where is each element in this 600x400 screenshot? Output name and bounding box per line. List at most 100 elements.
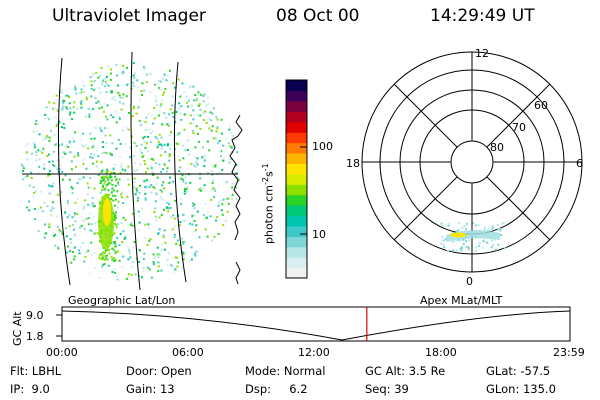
lat-label-80: 80 <box>490 141 504 154</box>
image-pixel <box>107 65 110 68</box>
image-pixel <box>158 133 161 136</box>
image-pixel <box>158 114 160 117</box>
image-pixel <box>138 119 141 122</box>
image-pixel <box>162 93 165 96</box>
image-pixel <box>88 115 91 118</box>
image-pixel <box>112 167 115 170</box>
image-pixel <box>197 114 199 117</box>
image-pixel <box>64 212 66 215</box>
image-pixel <box>138 221 141 224</box>
image-pixel <box>113 219 116 221</box>
image-pixel <box>81 144 84 147</box>
image-pixel <box>199 177 202 180</box>
image-pixel <box>43 201 46 204</box>
image-pixel <box>45 135 48 137</box>
image-pixel <box>133 141 136 144</box>
image-pixel <box>114 214 117 217</box>
image-pixel <box>129 156 132 159</box>
colorbar-segment <box>286 194 307 206</box>
image-pixel <box>22 178 25 181</box>
altitude-curve <box>61 310 571 341</box>
image-pixel <box>80 224 83 227</box>
image-pixel <box>119 155 122 158</box>
polar-pixel <box>490 228 493 231</box>
image-pixel <box>62 104 65 107</box>
image-pixel <box>179 221 182 224</box>
image-pixel <box>72 137 75 140</box>
image-pixel <box>70 168 73 171</box>
image-pixel <box>171 95 174 98</box>
image-pixel <box>103 102 106 105</box>
image-pixel <box>145 179 148 182</box>
image-pixel <box>181 82 184 85</box>
image-pixel <box>148 239 151 242</box>
image-pixel <box>54 116 57 119</box>
image-pixel <box>108 193 111 196</box>
image-pixel <box>187 148 189 151</box>
image-pixel <box>207 96 210 99</box>
image-pixel <box>106 258 109 261</box>
image-pixel <box>117 223 119 226</box>
image-pixel <box>83 84 86 87</box>
image-pixel <box>196 157 199 160</box>
image-pixel <box>132 74 135 77</box>
image-pixel <box>158 87 161 90</box>
image-pixel <box>53 102 56 105</box>
image-pixel <box>113 241 116 244</box>
image-pixel <box>114 163 116 166</box>
image-pixel <box>167 74 170 77</box>
polar-pixel <box>490 239 493 242</box>
image-pixel <box>203 159 206 162</box>
image-pixel <box>112 96 115 99</box>
info-gcalt: GC Alt: 3.5 Re <box>365 364 446 378</box>
image-pixel <box>73 246 76 249</box>
image-pixel <box>193 203 196 206</box>
image-pixel <box>175 111 178 114</box>
image-pixel <box>126 83 128 86</box>
image-pixel <box>152 262 155 265</box>
image-pixel <box>92 144 95 147</box>
image-pixel <box>62 217 64 220</box>
image-pixel <box>33 191 36 194</box>
image-pixel <box>141 276 143 279</box>
image-pixel <box>122 202 125 204</box>
image-pixel <box>120 196 123 199</box>
image-pixel <box>78 178 80 181</box>
colorbar-segment <box>286 236 307 248</box>
image-pixel <box>41 151 44 154</box>
image-pixel <box>48 101 51 104</box>
image-pixel <box>145 73 148 76</box>
image-pixel <box>183 188 186 190</box>
image-pixel <box>111 183 114 186</box>
image-pixel <box>170 264 173 267</box>
image-pixel <box>86 193 89 196</box>
colorbar-segment <box>286 173 307 185</box>
image-pixel <box>102 146 105 148</box>
image-pixel <box>155 215 158 218</box>
image-pixel <box>67 146 70 148</box>
image-pixel <box>104 77 107 80</box>
image-pixel <box>60 107 63 110</box>
image-pixel <box>117 183 120 186</box>
image-pixel <box>153 83 156 86</box>
image-pixel <box>150 167 153 170</box>
image-pixel <box>114 222 117 225</box>
image-pixel <box>147 113 150 115</box>
image-pixel <box>117 181 120 184</box>
image-pixel <box>194 94 197 96</box>
image-pixel <box>69 250 72 253</box>
image-pixel <box>79 92 81 95</box>
image-pixel <box>82 176 85 179</box>
image-pixel <box>227 142 230 145</box>
image-pixel <box>119 233 122 236</box>
image-pixel <box>173 217 176 220</box>
image-pixel <box>47 174 50 177</box>
image-pixel <box>50 129 52 132</box>
image-pixel <box>55 99 58 102</box>
image-pixel <box>64 146 67 149</box>
image-pixel <box>97 173 100 176</box>
image-pixel <box>197 104 200 107</box>
image-pixel <box>72 228 75 231</box>
image-pixel <box>127 178 130 181</box>
